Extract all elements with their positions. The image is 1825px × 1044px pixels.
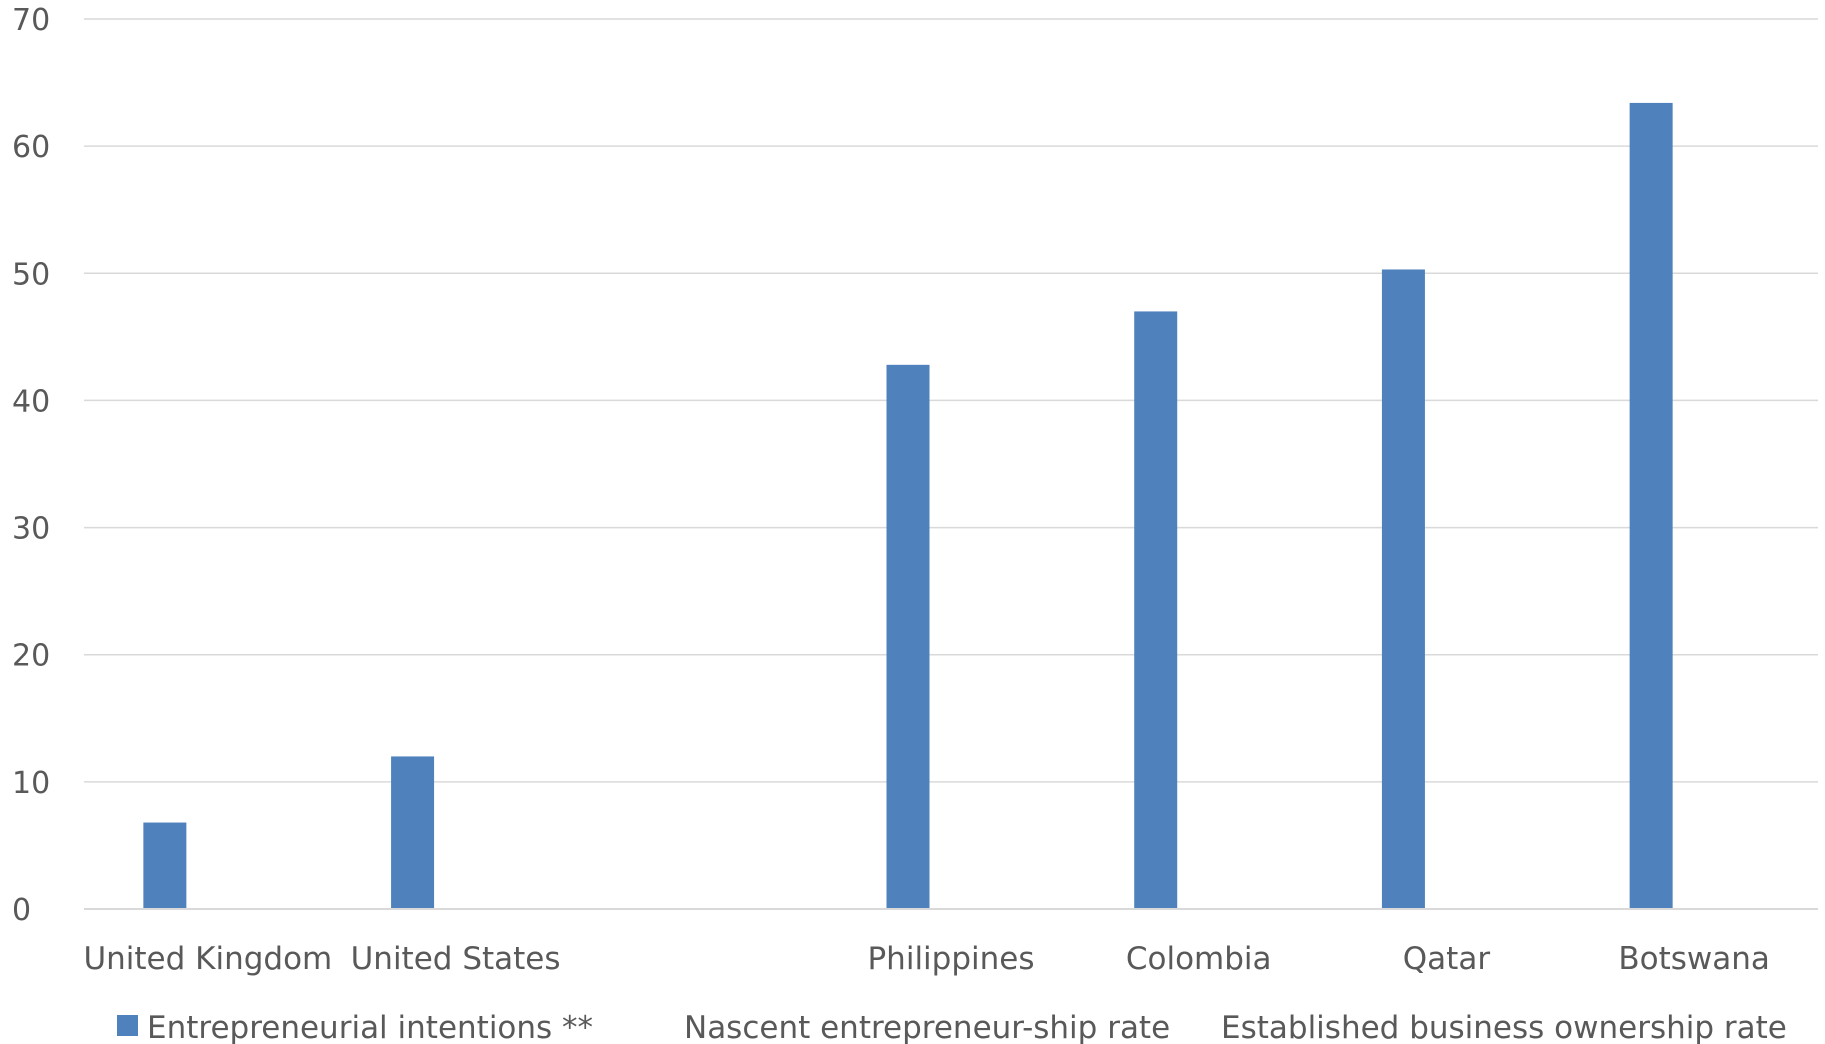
y-tick-label: 60 [12, 130, 50, 165]
bar [391, 756, 435, 909]
legend-label: Nascent entrepreneur-ship rate [684, 1010, 1170, 1044]
x-category-label: Philippines [867, 941, 1034, 977]
x-category-label: Botswana [1618, 941, 1770, 977]
y-tick-label: 20 [12, 639, 50, 674]
legend-label: Established business ownership rate [1221, 1010, 1787, 1044]
x-category-label: United Kingdom [83, 941, 332, 977]
x-axis-category-labels: United Kingdom United States Philippines Co… [83, 941, 1769, 977]
bars [143, 102, 1673, 909]
y-axis-tick-labels: 0 10 20 30 40 50 60 70 [12, 3, 50, 928]
y-tick-label: 50 [12, 257, 50, 292]
bar [143, 822, 187, 909]
legend-swatch [654, 1015, 675, 1036]
y-tick-label: 10 [12, 766, 50, 801]
legend-label: Entrepreneurial intentions ** [147, 1010, 593, 1044]
legend-swatch [117, 1015, 138, 1036]
bar [1381, 269, 1425, 909]
bar [1629, 102, 1673, 909]
legend: Entrepreneurial intentions ** Nascent ent… [117, 1010, 1787, 1044]
x-category-label: United States [351, 941, 561, 977]
x-category-label: Qatar [1403, 941, 1491, 977]
gridlines [84, 18, 1818, 783]
y-tick-label: 40 [12, 384, 50, 419]
x-category-label: Colombia [1126, 941, 1272, 977]
bar [1134, 311, 1178, 909]
y-tick-label: 30 [12, 512, 50, 547]
y-tick-label: 70 [12, 3, 50, 38]
bar [886, 364, 930, 909]
y-tick-label: 0 [12, 893, 31, 928]
legend-swatch [1191, 1015, 1212, 1036]
